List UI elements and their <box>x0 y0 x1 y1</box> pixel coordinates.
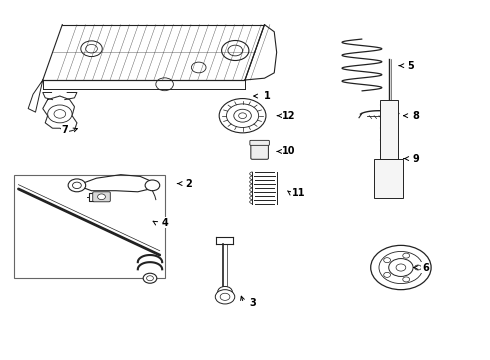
Circle shape <box>371 246 431 290</box>
Circle shape <box>145 180 160 191</box>
Text: 1: 1 <box>264 91 270 101</box>
FancyBboxPatch shape <box>251 144 269 159</box>
Text: 2: 2 <box>186 179 193 189</box>
Circle shape <box>219 99 266 133</box>
Circle shape <box>98 194 105 200</box>
Text: 3: 3 <box>249 298 256 308</box>
Circle shape <box>48 105 72 123</box>
Circle shape <box>403 277 410 282</box>
Circle shape <box>234 109 251 122</box>
Bar <box>380 100 398 158</box>
Text: 11: 11 <box>292 188 305 198</box>
Circle shape <box>68 179 86 192</box>
Text: 5: 5 <box>407 61 414 71</box>
Circle shape <box>389 258 413 276</box>
Text: 7: 7 <box>61 125 68 135</box>
Circle shape <box>384 273 391 277</box>
Circle shape <box>215 290 235 304</box>
Circle shape <box>218 287 232 297</box>
Circle shape <box>384 258 391 263</box>
Text: 10: 10 <box>282 147 295 157</box>
Text: 6: 6 <box>422 262 429 273</box>
Circle shape <box>415 265 421 270</box>
Circle shape <box>143 273 157 283</box>
FancyBboxPatch shape <box>250 140 270 145</box>
Polygon shape <box>43 96 77 132</box>
Text: 4: 4 <box>161 218 168 228</box>
Bar <box>374 158 403 198</box>
Text: 8: 8 <box>412 111 419 121</box>
Text: 12: 12 <box>282 111 295 121</box>
FancyBboxPatch shape <box>93 192 110 202</box>
Polygon shape <box>77 175 152 192</box>
Circle shape <box>403 253 410 258</box>
Text: 9: 9 <box>412 154 419 163</box>
Bar <box>14 175 165 278</box>
